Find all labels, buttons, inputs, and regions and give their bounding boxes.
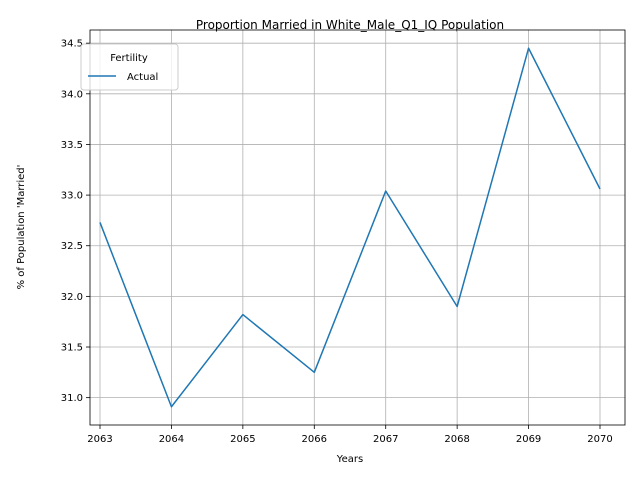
y-tick-label: 34.0 xyxy=(61,89,83,100)
x-tick-label: 2070 xyxy=(587,434,612,445)
legend-label-actual: Actual xyxy=(127,72,158,83)
series-line-actual xyxy=(99,47,601,408)
y-axis-ticks: 31.0 31.5 32.0 32.5 33.0 33.5 34.0 34.5 xyxy=(61,39,90,404)
x-tick-label: 2065 xyxy=(230,434,255,445)
y-tick-label: 31.5 xyxy=(61,343,83,354)
y-tick-label: 33.5 xyxy=(61,140,83,151)
x-tick-label: 2064 xyxy=(159,434,184,445)
legend-box xyxy=(80,43,179,91)
x-axis-label: Years xyxy=(336,454,363,465)
y-tick-label: 32.0 xyxy=(61,292,83,303)
x-tick-label: 2066 xyxy=(302,434,327,445)
x-tick-label: 2068 xyxy=(444,434,469,445)
y-tick-label: 33.0 xyxy=(61,191,83,202)
y-tick-label: 31.0 xyxy=(61,393,83,404)
plot-frame xyxy=(89,29,626,426)
y-tick-label: 32.5 xyxy=(61,241,83,252)
chart-title: Proportion Married in White_Male_Q1_IQ P… xyxy=(196,18,504,32)
y-axis-label: % of Population 'Married' xyxy=(16,165,27,290)
legend: Fertility Actual xyxy=(80,43,179,91)
y-tick-label: 34.5 xyxy=(61,39,83,50)
x-tick-label: 2069 xyxy=(516,434,541,445)
x-tick-label: 2063 xyxy=(87,434,112,445)
x-axis-ticks: 2063 2064 2065 2066 2067 2068 2069 2070 xyxy=(87,425,613,445)
legend-title: Fertility xyxy=(110,53,148,64)
x-tick-label: 2067 xyxy=(373,434,398,445)
series-lines xyxy=(99,47,601,408)
